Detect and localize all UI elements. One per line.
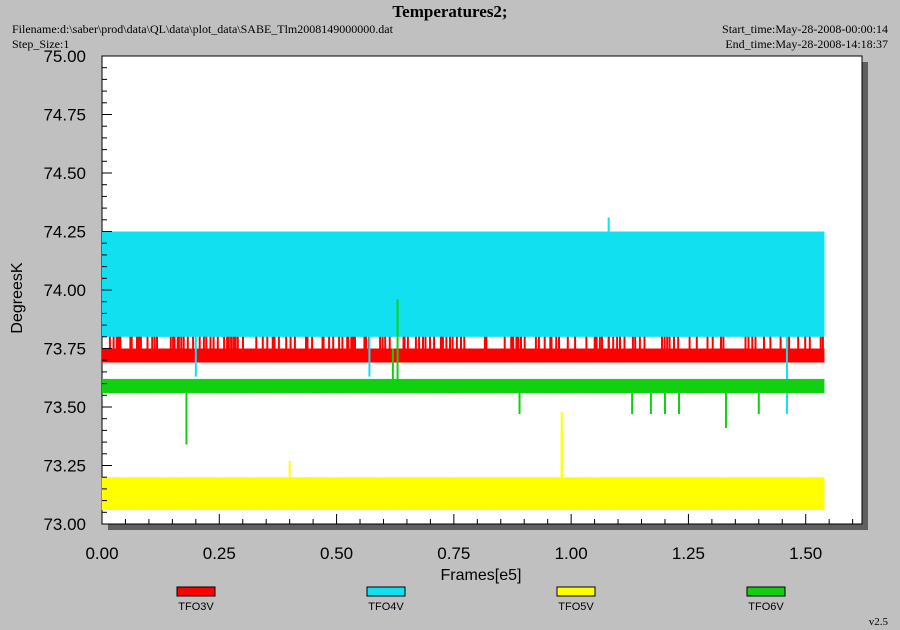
series-tfo6v [102,299,825,445]
y-tick-label: 75.00 [43,47,86,66]
y-tick-label: 74.75 [43,106,86,125]
axis-layer: 73.00 73.25 73.50 73.75 74.00 74.25 74.50 74.75… [43,47,854,563]
series-layer [101,217,825,510]
version-label: v2.5 [868,616,888,628]
x-tick-label: 0.00 [85,544,118,563]
step-size-label: Step_Size:1 [12,37,70,51]
y-tick-label: 74.50 [43,164,86,183]
series-tfo5v [101,411,825,510]
y-tick-label: 74.25 [43,223,86,242]
series-trace-tfo6v [109,383,811,393]
x-tick-label: 1.25 [672,544,705,563]
start-time-label: Start_time:May-28-2008-00:00:14 [722,22,888,36]
legend-swatch [746,586,786,597]
legend: TFO3V TFO4V TFO5V TFO6V [176,586,786,613]
series-band-tfo6v [102,378,825,393]
y-tick-label: 74.00 [43,281,86,300]
legend-item-tfo4v: TFO4V [366,586,406,613]
series-tfo4v [102,217,825,415]
legend-swatch [366,586,406,597]
y-tick-label: 73.00 [43,515,86,534]
y-tick-label: 73.50 [43,398,86,417]
y-axis-label: DegreesK [9,262,26,333]
filename-label: Filename:d:\saber\prod\data\QL\data\plot… [12,22,393,36]
x-tick-label: 0.50 [320,544,353,563]
series-trace-tfo3v [101,332,824,363]
x-tick-label: 0.75 [437,544,470,563]
legend-label: TFO3V [178,601,214,613]
legend-swatch [556,586,596,597]
y-tick-label: 73.75 [43,340,86,359]
legend-label: TFO5V [558,601,594,613]
x-axis-label: Frames[e5] [441,567,522,584]
legend-item-tfo5v: TFO5V [556,586,596,613]
x-tick-label: 1.00 [555,544,588,563]
legend-label: TFO6V [748,601,784,613]
legend-swatch [176,586,216,597]
y-tick-label: 73.25 [43,457,86,476]
chart-title: Temperatures2; [392,2,508,21]
legend-label: TFO4V [368,601,404,613]
x-tick-label: 1.50 [789,544,822,563]
series-band-tfo3v [102,348,825,363]
x-tick-label: 0.25 [203,544,236,563]
end-time-label: End_time:May-28-2008-14:18:37 [725,37,888,51]
series-trace-tfo4v [103,231,824,337]
legend-item-tfo3v: TFO3V [176,586,216,613]
legend-item-tfo6v: TFO6V [746,586,786,613]
